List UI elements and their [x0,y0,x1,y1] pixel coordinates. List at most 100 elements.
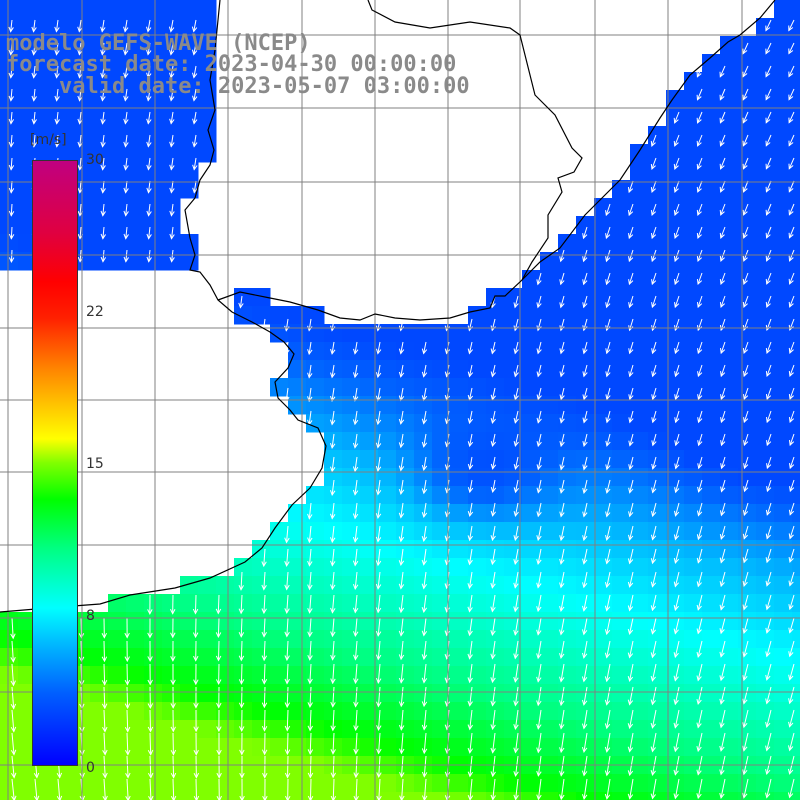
wind-arrow [650,686,657,706]
wind-cell [792,378,800,397]
wind-arrow [375,387,382,402]
wind-cell [342,702,361,721]
wind-cell [486,432,505,451]
wind-arrow [353,341,359,355]
wind-cell [648,306,667,325]
wind-arrow [674,410,680,424]
wind-arrow [147,755,154,779]
wind-arrow [742,42,749,55]
wind-cell [144,252,163,271]
wind-arrow [650,778,657,800]
wind-cell [378,414,397,433]
wind-cell [324,486,343,505]
wind-arrow [605,433,611,447]
wind-cell [396,666,415,685]
wind-cell [324,558,343,577]
wind-cell [378,684,397,703]
wind-arrow [216,732,222,756]
wind-cell [612,720,631,739]
wind-cell [648,684,667,703]
wind-cell [684,396,703,415]
wind-arrow [169,157,175,171]
wind-arrow [742,180,749,193]
wind-cell [396,414,415,433]
wind-cell [792,792,800,800]
wind-arrow [216,686,222,709]
wind-cell [558,720,577,739]
wind-cell [162,54,181,73]
wind-cell [792,504,800,523]
wind-arrow [353,778,359,800]
wind-arrow [788,341,795,354]
wind-arrow [513,778,519,800]
wind-cell [270,612,289,631]
wind-cell [522,396,541,415]
wind-cell [738,360,757,379]
wind-cell [576,378,595,397]
wind-cell [378,738,397,757]
wind-arrow [170,594,176,615]
wind-cell [738,144,757,163]
wind-arrow [650,732,657,753]
wind-cell [198,684,217,703]
wind-cell [126,36,145,55]
wind-arrow [490,709,496,731]
wind-cell [648,630,667,649]
wind-cell [756,684,775,703]
wind-cell [612,198,631,217]
wind-cell [360,522,379,541]
wind-arrow [719,663,726,682]
wind-arrow [490,594,496,613]
wind-cell [288,324,307,343]
wind-cell [270,792,289,800]
wind-arrow [765,617,772,634]
wind-cell [0,144,19,163]
wind-cell [540,288,559,307]
wind-arrow [11,755,17,779]
wind-cell [450,576,469,595]
wind-cell [72,0,91,19]
wind-arrow [581,686,588,706]
wind-cell [18,72,37,91]
wind-cell [630,144,649,163]
wind-arrow [307,594,313,614]
wind-arrow [513,732,519,754]
wind-cell [756,738,775,757]
wind-arrow [719,341,726,355]
wind-cell [378,558,397,577]
wind-arrow [536,663,542,683]
wind-cell [666,540,685,559]
wind-cell [432,774,451,793]
wind-arrow [398,364,405,378]
wind-cell [432,450,451,469]
wind-cell [144,198,163,217]
wind-cell [504,450,523,469]
wind-cell [774,486,793,505]
wind-arrow [284,341,290,356]
wind-cell [720,162,739,181]
wind-arrow [398,617,405,637]
wind-arrow [742,617,749,635]
wind-cell [684,342,703,361]
wind-cell [432,684,451,703]
wind-cell [792,90,800,109]
wind-cell [612,684,631,703]
wind-arrow [673,640,680,659]
wind-cell [72,144,91,163]
wind-cell [36,90,55,109]
wind-arrow [742,111,749,124]
wind-cell [702,306,721,325]
wind-arrow [788,364,795,377]
wind-cell [486,288,505,307]
wind-arrow [742,709,749,729]
wind-arrow [765,410,772,424]
wind-arrow [169,111,175,125]
wind-arrow [743,456,749,470]
wind-cell [504,576,523,595]
wind-arrow [650,157,657,170]
wind-arrow [375,364,382,379]
wind-cell [612,234,631,253]
wind-cell [342,468,361,487]
wind-cell [720,252,739,271]
wind-cell [792,630,800,649]
